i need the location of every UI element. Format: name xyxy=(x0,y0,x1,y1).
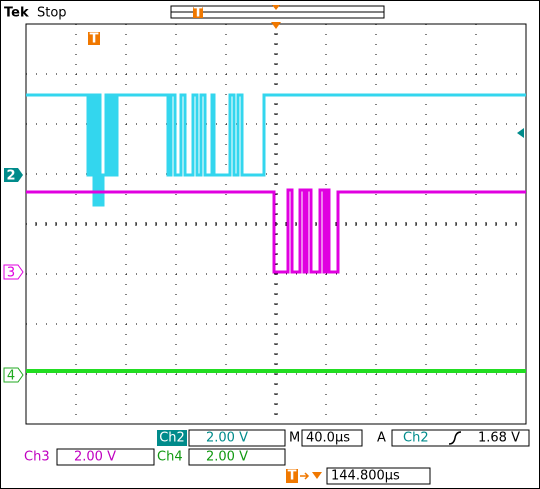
ch4-scale-box xyxy=(188,448,286,466)
ch4-label: Ch4 xyxy=(157,450,183,465)
trigger-slope xyxy=(448,431,462,445)
timebase-label: M xyxy=(289,431,300,446)
trigger-position-marker xyxy=(271,22,281,29)
record-trigger-marker: T xyxy=(194,6,203,21)
trigger-pos-arrow xyxy=(300,472,310,480)
ch2-marker-label: 2 xyxy=(6,169,15,184)
acquisition-status: Stop xyxy=(37,6,67,21)
trigger-level: 1.68 V xyxy=(478,431,520,446)
ch2-trace xyxy=(26,93,526,207)
trigger-source: Ch2 xyxy=(403,431,429,446)
ch3-marker-label: 3 xyxy=(7,266,15,281)
trigger-pos-box xyxy=(286,469,298,483)
graticule xyxy=(25,23,527,425)
ch2-label: Ch2 xyxy=(159,431,185,446)
ch2-marker xyxy=(4,168,23,182)
view-marker xyxy=(272,5,280,10)
trigger-box xyxy=(88,32,100,45)
ch2-scale-box xyxy=(188,429,286,447)
ch2-label-box xyxy=(157,430,187,446)
ch3-scale: 2.00 V xyxy=(74,450,116,465)
trigger-position-box xyxy=(326,467,431,485)
ch3-scale-box xyxy=(56,448,155,466)
ch3-trace xyxy=(26,188,526,274)
ch3-marker xyxy=(3,264,24,280)
ch4-scale: 2.00 V xyxy=(206,450,248,465)
trigger-level-marker xyxy=(517,128,524,138)
ch4-marker xyxy=(3,367,24,383)
ch2-scale: 2.00 V xyxy=(206,431,248,446)
trigger-box-readout xyxy=(391,429,530,447)
ch4-marker-label: 4 xyxy=(7,369,15,384)
trigger-mode: A xyxy=(377,431,386,446)
timebase-box xyxy=(301,429,363,447)
ch3-label: Ch3 xyxy=(24,450,50,465)
record-trigger-box xyxy=(193,7,203,18)
timebase: 40.0µs xyxy=(306,431,350,446)
trigger-pos-triangle xyxy=(312,472,322,479)
brand: Tek xyxy=(4,6,29,21)
trigger-position: 144.800µs xyxy=(331,469,400,484)
trigger-marker: T xyxy=(90,32,99,47)
trigger-pos-marker: T xyxy=(288,469,297,484)
